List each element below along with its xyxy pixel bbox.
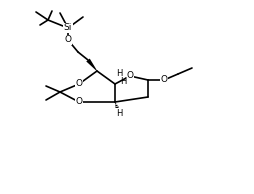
Text: O: O — [75, 98, 83, 107]
Text: H: H — [116, 69, 122, 79]
Text: O: O — [65, 36, 71, 44]
Text: H: H — [116, 108, 122, 118]
Text: O: O — [126, 72, 134, 81]
Text: H: H — [120, 76, 126, 86]
Text: O: O — [161, 75, 167, 85]
Text: Si: Si — [64, 23, 72, 33]
Text: O: O — [75, 80, 83, 88]
Polygon shape — [86, 59, 97, 71]
